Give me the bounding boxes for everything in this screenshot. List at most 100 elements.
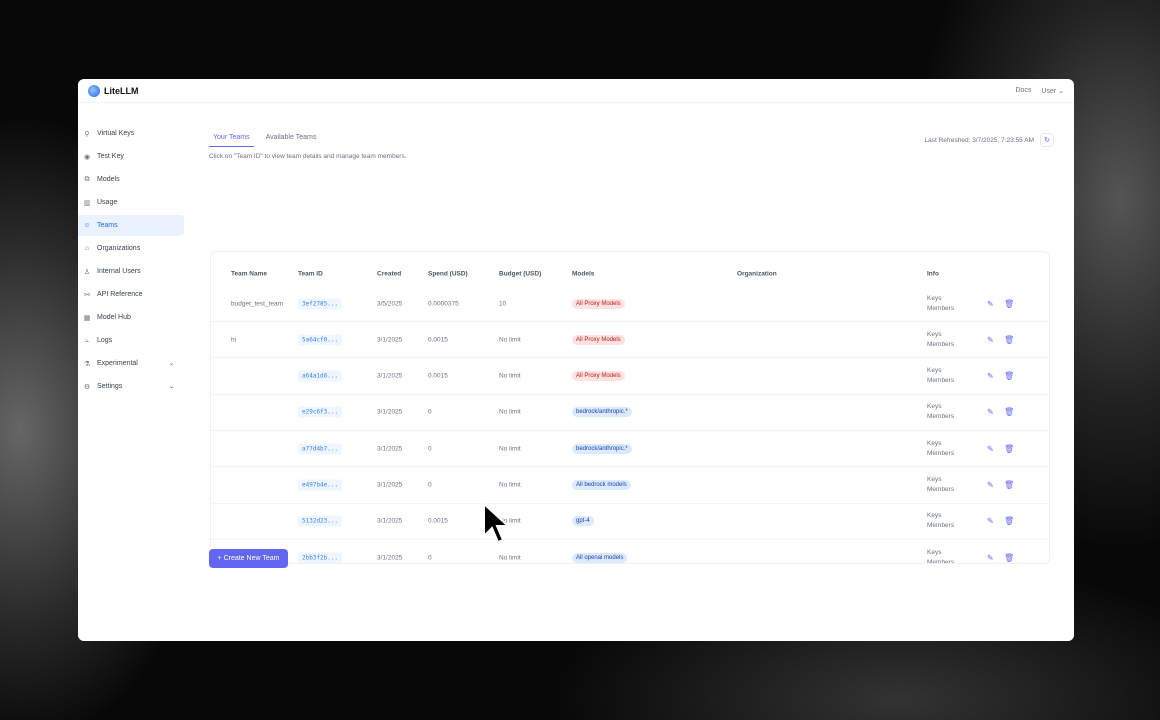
budget: No limit (499, 517, 521, 525)
model-badge: All Proxy Models (572, 371, 625, 382)
keys-label: Keys (927, 548, 942, 556)
sidebar-item-label: Internal Users (97, 268, 141, 275)
sidebar-item-label: Models (97, 176, 120, 183)
members-label: Members (927, 304, 955, 312)
column-header[interactable]: Spend (USD) (428, 270, 468, 278)
trash-icon[interactable]: 🗑 (1004, 553, 1015, 563)
sidebar-item-virtual-keys[interactable]: ⚲ Virtual Keys (78, 123, 184, 144)
created-date: 3/1/2025 (377, 372, 403, 380)
team-id-link[interactable]: 5132d23... (298, 515, 343, 527)
edit-icon[interactable]: ✎ (987, 480, 994, 490)
trash-icon[interactable]: 🗑 (1004, 516, 1015, 526)
keys-label: Keys (927, 294, 942, 302)
trash-icon[interactable]: 🗑 (1004, 480, 1015, 490)
tabs: Your Teams Available Teams (209, 129, 1054, 147)
spend: 0 (428, 481, 432, 489)
teams-table: Team Name Team ID Created Spend (USD) Budget… (210, 251, 1050, 564)
last-refreshed: Last Refreshed: 3/7/2025, 7:23:55 AM (924, 136, 1035, 144)
edit-icon[interactable]: ✎ (987, 299, 994, 308)
refresh-button[interactable]: ↻ (1040, 133, 1054, 147)
edit-icon[interactable]: ✎ (987, 553, 994, 563)
trash-icon[interactable]: 🗑 (1004, 335, 1015, 345)
members-label: Members (927, 522, 955, 530)
spend: 0 (428, 445, 432, 453)
tab-available-teams[interactable]: Available Teams (265, 134, 317, 141)
team-id-link[interactable]: e29c6f3... (298, 406, 343, 418)
sidebar-item-model-hub[interactable]: ▦ Model Hub (78, 307, 184, 328)
sidebar-item-experimental[interactable]: ⚗ Experimental ⌄ (78, 353, 184, 374)
table-row: 2bb3f2b... 3/1/2025 0 No limit All opena… (211, 540, 1049, 564)
team-id-link[interactable]: 5a64cf0... (298, 334, 343, 346)
members-label: Members (927, 558, 955, 564)
sidebar-item-label: Test Key (97, 153, 124, 160)
info: Keys Members (927, 366, 954, 386)
table-row: a64a1d6... 3/1/2025 0.0015 No limit All … (211, 359, 1049, 395)
created-date: 3/1/2025 (377, 336, 403, 344)
sidebar-item-usage[interactable]: ▥ Usage (78, 192, 184, 213)
edit-icon[interactable]: ✎ (987, 407, 994, 417)
experiment-icon: ⚗ (83, 360, 91, 368)
budget: No limit (499, 372, 521, 380)
team-id-link[interactable]: a77d4b7... (298, 443, 343, 455)
sidebar-item-label: Teams (97, 222, 118, 229)
column-header[interactable]: Organization (737, 270, 777, 278)
key-icon: ⚲ (84, 130, 90, 138)
info: Keys Members (927, 439, 954, 459)
column-header[interactable]: Models (572, 270, 595, 278)
sidebar-item-logs[interactable]: ⦣ Logs (78, 330, 184, 351)
play-circle-icon: ◉ (83, 153, 91, 161)
line-chart-icon: ⦣ (84, 336, 90, 344)
create-new-team-button[interactable]: + Create New Team (209, 549, 288, 568)
logo[interactable]: LiteLLM (88, 84, 139, 97)
created-date: 3/5/2025 (377, 300, 403, 307)
chevron-down-icon: ⌄ (168, 361, 174, 367)
sidebar-item-label: Virtual Keys (97, 130, 135, 137)
team-icon: ☺ (83, 222, 91, 229)
sidebar-item-models[interactable]: ⧉ Models (78, 169, 184, 190)
edit-icon[interactable]: ✎ (987, 335, 994, 345)
docs-link[interactable]: Docs (1015, 86, 1032, 94)
sidebar-item-api-reference[interactable]: ⚯ API Reference (78, 284, 184, 305)
column-header[interactable]: Budget (USD) (499, 270, 542, 278)
team-id-link[interactable]: 2bb3f2b... (298, 552, 343, 563)
column-header[interactable]: Team ID (298, 270, 323, 278)
keys-label: Keys (927, 476, 942, 483)
created-date: 3/1/2025 (377, 517, 403, 525)
column-header[interactable]: Info (927, 270, 939, 278)
mouse-cursor-icon (483, 502, 510, 544)
sidebar-item-organizations[interactable]: ⌂ Organizations (78, 238, 184, 259)
spend: 0 (428, 408, 432, 416)
sidebar-item-label: Model Hub (97, 314, 131, 321)
edit-icon[interactable]: ✎ (987, 371, 994, 381)
info: Keys Members (927, 402, 954, 422)
user-label: User (1041, 87, 1057, 95)
team-id-link[interactable]: a64a1d6... (298, 370, 343, 382)
trash-icon[interactable]: 🗑 (1004, 299, 1015, 308)
trash-icon[interactable]: 🗑 (1004, 371, 1015, 381)
bank-icon: ⌂ (84, 245, 90, 252)
keys-label: Keys (927, 512, 942, 520)
top-bar: LiteLLM Docs User ⌄ (78, 79, 1074, 103)
team-id-link[interactable]: 3ef2785... (298, 298, 343, 309)
sidebar-item-teams[interactable]: ☺ Teams (78, 215, 184, 236)
sidebar-item-test-key[interactable]: ◉ Test Key (78, 146, 184, 167)
hint-text: Click on "Team ID" to view team details … (209, 153, 407, 160)
team-name: budget_test_team (231, 300, 284, 307)
column-header[interactable]: Team Name (231, 270, 268, 278)
model-badge: bedrock/anthropic.* (572, 443, 632, 454)
edit-icon[interactable]: ✎ (987, 516, 994, 526)
user-menu[interactable]: User ⌄ (1041, 87, 1064, 95)
trash-icon[interactable]: 🗑 (1004, 407, 1015, 417)
tab-your-teams[interactable]: Your Teams (209, 129, 254, 147)
keys-label: Keys (927, 403, 942, 411)
budget: No limit (499, 445, 521, 453)
column-header[interactable]: Created (377, 270, 402, 278)
budget: No limit (499, 336, 521, 344)
table-row: 5132d23... 3/1/2025 0.0015 No limit gpt-… (211, 504, 1049, 540)
edit-icon[interactable]: ✎ (987, 444, 994, 454)
model-badge: All Proxy Models (572, 298, 625, 309)
sidebar-item-internal-users[interactable]: ♙ Internal Users (78, 261, 184, 282)
trash-icon[interactable]: 🗑 (1004, 444, 1015, 454)
team-id-link[interactable]: e497b4e... (298, 479, 343, 491)
sidebar-item-settings[interactable]: ⚙ Settings ⌄ (78, 376, 184, 397)
